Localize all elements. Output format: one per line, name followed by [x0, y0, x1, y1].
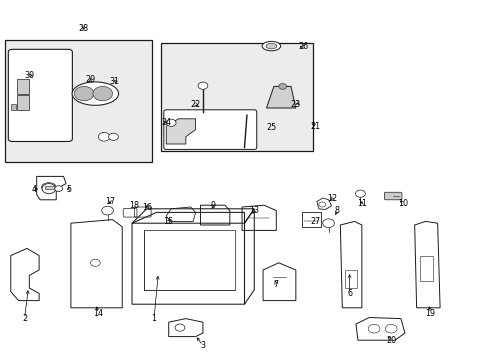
- FancyBboxPatch shape: [8, 49, 72, 141]
- FancyBboxPatch shape: [384, 192, 401, 200]
- Circle shape: [322, 219, 334, 228]
- Text: 30: 30: [24, 71, 34, 80]
- Text: 12: 12: [327, 194, 337, 202]
- Ellipse shape: [262, 41, 280, 51]
- Text: 19: 19: [425, 309, 434, 318]
- Polygon shape: [166, 119, 195, 144]
- Text: 6: 6: [346, 289, 351, 298]
- Bar: [11, 104, 16, 110]
- Text: 5: 5: [66, 185, 71, 194]
- Text: 25: 25: [266, 123, 276, 132]
- Circle shape: [166, 119, 176, 126]
- FancyBboxPatch shape: [163, 110, 256, 149]
- Circle shape: [102, 206, 113, 215]
- Text: 14: 14: [93, 309, 102, 318]
- Text: 17: 17: [105, 197, 115, 206]
- Text: 2: 2: [22, 314, 27, 323]
- Bar: [5, 40, 151, 162]
- Text: 1: 1: [151, 314, 156, 323]
- Text: 26: 26: [298, 42, 307, 51]
- Polygon shape: [266, 86, 295, 108]
- Text: 29: 29: [85, 75, 95, 84]
- Text: 21: 21: [310, 122, 320, 131]
- Ellipse shape: [72, 82, 118, 105]
- Circle shape: [198, 82, 207, 89]
- Text: 10: 10: [398, 199, 407, 208]
- Bar: [45, 186, 54, 189]
- Circle shape: [93, 86, 112, 101]
- Circle shape: [355, 190, 365, 197]
- Text: 23: 23: [290, 100, 300, 109]
- Bar: [344, 270, 356, 288]
- Circle shape: [98, 132, 110, 141]
- Circle shape: [42, 184, 56, 194]
- Text: 22: 22: [190, 100, 200, 109]
- Bar: [17, 79, 29, 94]
- Bar: [161, 43, 312, 151]
- Text: 16: 16: [142, 202, 151, 212]
- Circle shape: [74, 86, 94, 101]
- Text: 20: 20: [386, 336, 395, 345]
- Text: 8: 8: [334, 206, 339, 215]
- Text: 15: 15: [163, 217, 173, 226]
- Bar: [144, 230, 234, 290]
- Text: 3: 3: [200, 341, 205, 350]
- Circle shape: [108, 133, 118, 140]
- Text: 24: 24: [161, 118, 171, 127]
- Circle shape: [278, 84, 286, 89]
- Ellipse shape: [265, 44, 276, 49]
- Text: 31: 31: [110, 77, 120, 86]
- Text: 13: 13: [249, 206, 259, 215]
- Text: 11: 11: [356, 199, 366, 208]
- Text: 18: 18: [129, 201, 139, 210]
- Text: 4: 4: [32, 185, 37, 194]
- Bar: [17, 95, 29, 110]
- Circle shape: [55, 186, 62, 192]
- Bar: [302, 212, 320, 227]
- Bar: [419, 256, 432, 281]
- Text: 7: 7: [273, 280, 278, 289]
- Text: 27: 27: [310, 217, 320, 226]
- Text: 28: 28: [78, 24, 88, 33]
- Text: 9: 9: [210, 201, 215, 210]
